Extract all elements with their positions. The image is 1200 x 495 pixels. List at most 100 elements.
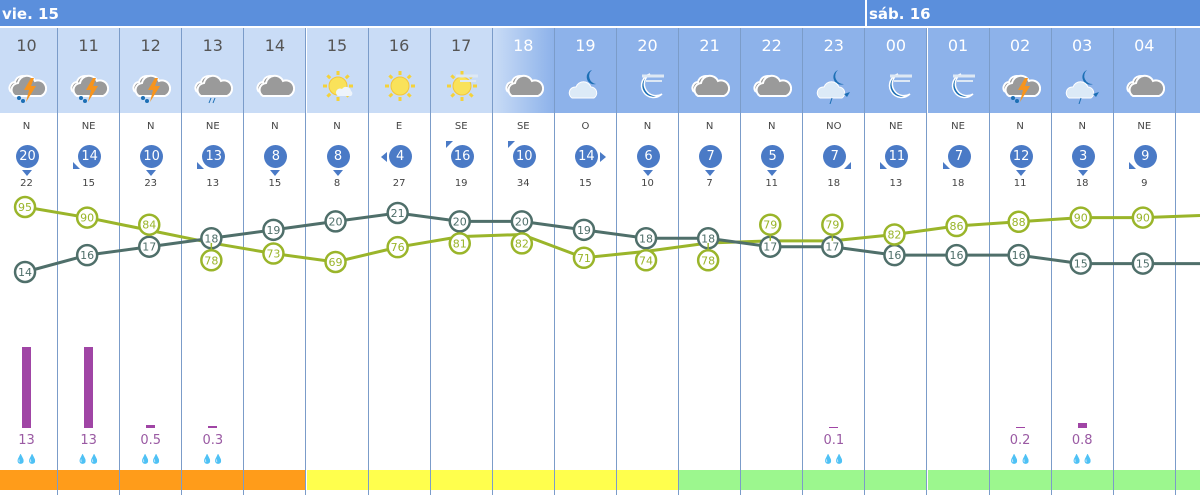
wind-arrow-icon — [1128, 162, 1136, 169]
hour-column: 17 SE 16 19 — [430, 28, 493, 495]
wind-gust: 7 — [706, 178, 713, 189]
wind-arrow-icon — [332, 170, 343, 176]
wind-gust: 18 — [1075, 178, 1089, 189]
sun-haze-icon — [442, 68, 482, 104]
wind-gust: 19 — [454, 178, 468, 189]
hour-header — [492, 28, 554, 113]
moon-cloud-icon — [566, 68, 606, 104]
hour-column: 23 NO 7 18 0.1 💧💧 — [803, 28, 866, 495]
hour-column: 18 SE 10 34 — [492, 28, 555, 495]
wind-direction: NE — [888, 121, 903, 132]
wind-arrow-icon — [445, 141, 453, 148]
hour-header — [182, 28, 244, 113]
hour-label: 11 — [78, 36, 99, 55]
risk-strip — [679, 470, 741, 490]
wind-gust: 27 — [392, 178, 406, 189]
hour-label: 17 — [451, 36, 472, 55]
hour-column: 03 N 3 18 0.8 💧💧 — [1051, 28, 1114, 495]
wind-gust: 18 — [827, 178, 841, 189]
wind-gust: 8 — [333, 178, 341, 189]
moon-cloud-rain-icon — [814, 68, 854, 105]
wind-speed-badge: 11 — [885, 145, 909, 168]
rain-bar — [208, 426, 218, 428]
cloud-icon — [504, 68, 544, 104]
wind-direction: NE — [1137, 121, 1152, 132]
wind-speed-badge: 20 — [16, 145, 39, 168]
risk-strip — [306, 470, 368, 490]
wind-direction: N — [1016, 121, 1024, 132]
wind-arrow-icon — [73, 162, 81, 169]
risk-strip — [865, 470, 927, 490]
wind-gust: 11 — [765, 178, 779, 189]
wind-speed-badge: 8 — [264, 145, 288, 168]
wind-gust: 10 — [641, 178, 654, 189]
risk-strip — [492, 470, 554, 490]
hour-column: 02 N 12 11 0.2 💧💧 — [989, 28, 1052, 495]
risk-strip — [1175, 470, 1200, 490]
hour-label: 12 — [140, 36, 161, 55]
wind-direction: NE — [81, 121, 96, 132]
rain-amount: 0.5 — [140, 433, 162, 448]
wind-arrow-icon — [844, 162, 852, 169]
risk-strip — [58, 470, 120, 490]
hour-column: 15 N 8 8 — [306, 28, 369, 495]
hour-header — [679, 28, 741, 113]
wind-gust: 22 — [20, 178, 33, 189]
risk-strip — [989, 470, 1051, 490]
hour-label: 21 — [699, 36, 720, 55]
hour-column: 16 E 4 27 — [368, 28, 431, 495]
hour-column: 14 N 8 15 — [244, 28, 307, 495]
wind-arrow-icon — [197, 162, 205, 169]
wind-direction: N — [146, 121, 155, 132]
wind-gust: 13 — [889, 178, 903, 189]
wind-speed-badge: 6 — [637, 145, 660, 168]
risk-strip — [927, 470, 989, 490]
hour-column: 21 N 7 7 — [679, 28, 742, 495]
wind-arrow-icon — [767, 170, 778, 176]
hour-label: 02 — [1009, 36, 1031, 55]
wind-gust: 11 — [1013, 178, 1027, 189]
wind-direction: N — [333, 121, 341, 132]
hour-column: 01 NE 7 18 — [927, 28, 990, 495]
rain-amount: 0.2 — [1009, 433, 1031, 448]
hour-label: 22 — [761, 36, 782, 55]
wind-speed-badge: 7 — [699, 145, 723, 168]
risk-strip — [244, 470, 306, 490]
wind-speed-badge: 10 — [140, 145, 164, 168]
wind-gust: 15 — [82, 178, 95, 189]
wind-direction: E — [395, 121, 403, 132]
rain-drops-icon: 💧💧 — [822, 455, 845, 465]
wind-speed-badge: 9 — [1133, 145, 1157, 168]
cloud-icon — [690, 68, 731, 104]
hour-label: 20 — [637, 36, 658, 55]
rain-bar — [829, 426, 839, 428]
hour-column-partial — [1175, 28, 1200, 495]
wind-speed-badge: 14 — [78, 145, 102, 168]
wind-speed-badge: 8 — [326, 145, 350, 168]
rain-amount: 13 — [18, 433, 35, 448]
risk-strip — [120, 470, 182, 490]
wind-speed-badge: 4 — [388, 145, 412, 168]
wind-arrow-icon — [380, 152, 387, 162]
wind-direction: N — [271, 121, 279, 132]
wind-gust: 13 — [206, 178, 220, 189]
hour-header — [989, 28, 1051, 113]
wind-speed-badge: 7 — [823, 145, 847, 168]
hour-label: 15 — [326, 36, 348, 55]
moon-haze-icon — [628, 68, 668, 104]
wind-speed-badge: 13 — [202, 145, 226, 168]
hour-header — [58, 28, 120, 113]
wind-direction: N — [1078, 121, 1086, 132]
hour-header — [1051, 28, 1113, 113]
hour-column: 11 NE 14 15 13 💧💧 — [58, 28, 121, 495]
risk-strip — [430, 470, 492, 490]
hour-label: 19 — [575, 36, 596, 55]
wind-direction: N — [767, 121, 776, 132]
wind-gust: 34 — [516, 178, 530, 189]
rain-drops-icon: 💧💧 — [139, 455, 162, 465]
hour-header — [617, 28, 678, 113]
wind-direction: N — [22, 121, 31, 132]
wind-arrow-icon — [1077, 170, 1088, 176]
wind-arrow-icon — [507, 141, 515, 148]
hour-label: 10 — [16, 36, 37, 55]
